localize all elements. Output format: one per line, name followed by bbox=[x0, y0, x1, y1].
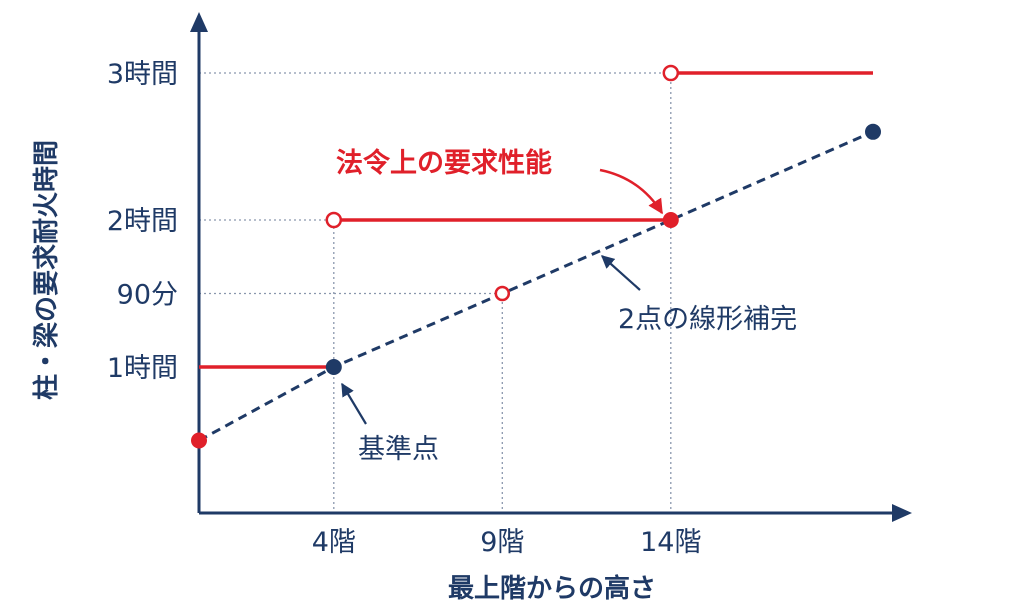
data-point bbox=[865, 123, 881, 140]
x-tick-label: 4階 bbox=[312, 527, 356, 558]
annotation-legal-requirement-arrow bbox=[599, 168, 664, 215]
annotation-reference-point: 基準点 bbox=[358, 434, 439, 465]
y-tick-label: 2時間 bbox=[107, 206, 178, 237]
y-axis-title: 柱・梁の要求耐火時間 bbox=[32, 140, 62, 400]
x-tick-label: 9階 bbox=[480, 527, 524, 558]
x-axis-title: 最上階からの高さ bbox=[448, 573, 656, 604]
annotation-linear-interpolation: 2点の線形補完 bbox=[618, 304, 797, 335]
annotation-legal-requirement: 法令上の要求性能 bbox=[336, 147, 552, 179]
y-tick-label: 3時間 bbox=[107, 59, 178, 90]
data-point bbox=[325, 359, 342, 375]
x-tick-labels: 4階 9階 14階 bbox=[312, 527, 702, 558]
data-point bbox=[662, 212, 679, 228]
annotation-linear-interpolation-arrow bbox=[601, 255, 641, 291]
y-tick-label: 1時間 bbox=[107, 353, 178, 384]
y-axis-arrowhead bbox=[190, 12, 208, 32]
annotations: 法令上の要求性能 2点の線形補完 基準点 bbox=[336, 147, 797, 465]
step-open-point bbox=[325, 211, 343, 229]
step-series-group bbox=[199, 71, 873, 369]
x-tick-label: 14階 bbox=[640, 527, 701, 558]
y-tick-label: 90分 bbox=[117, 280, 178, 311]
points-group bbox=[191, 64, 881, 449]
step-open-point bbox=[662, 64, 680, 82]
y-tick-labels: 1時間 90分 2時間 3時間 bbox=[107, 59, 178, 384]
data-point bbox=[191, 432, 207, 449]
data-point bbox=[494, 285, 511, 302]
x-axis-arrowhead bbox=[892, 504, 912, 522]
axes bbox=[190, 12, 912, 522]
annotation-reference-point-arrow bbox=[341, 382, 367, 425]
